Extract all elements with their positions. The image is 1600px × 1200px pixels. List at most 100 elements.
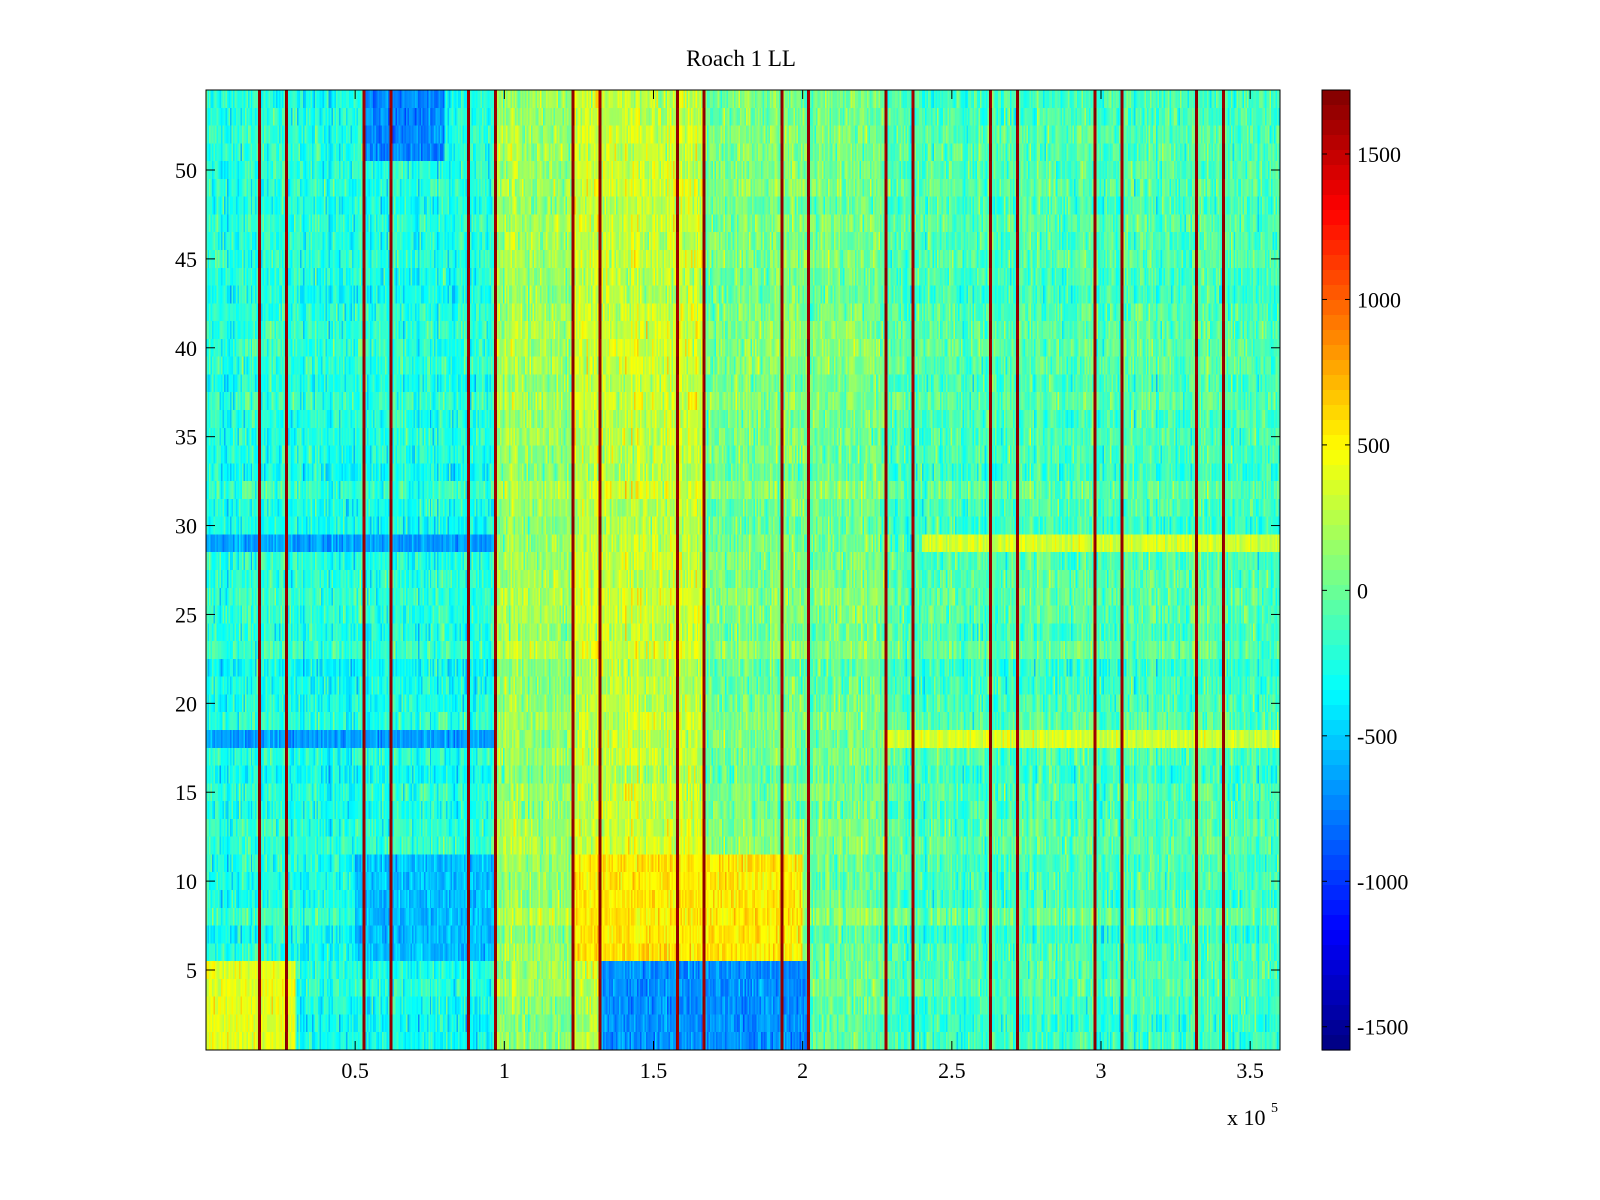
colorbar-swatch (1322, 690, 1350, 706)
colorbar-swatch (1322, 540, 1350, 556)
colorbar-tick-label: 1000 (1357, 287, 1401, 312)
colorbar-swatch (1322, 525, 1350, 541)
colorbar-swatch (1322, 450, 1350, 466)
colorbar-swatch (1322, 165, 1350, 181)
colorbar-swatch (1322, 930, 1350, 946)
colorbar-swatch (1322, 870, 1350, 886)
colorbar-tick-label: -500 (1357, 724, 1397, 749)
colorbar-swatch (1322, 345, 1350, 361)
plot-axes-frame (205, 89, 1281, 1051)
colorbar-swatch (1322, 555, 1350, 571)
colorbar-swatch (1322, 645, 1350, 661)
colorbar-swatch (1322, 120, 1350, 136)
y-tick-label: 25 (175, 602, 197, 627)
colorbar-swatch (1322, 225, 1350, 241)
colorbar-swatch (1322, 210, 1350, 226)
y-tick-label: 10 (175, 869, 197, 894)
colorbar-tick-label: 1500 (1357, 142, 1401, 167)
colorbar-swatch (1322, 615, 1350, 631)
colorbar-swatch (1322, 585, 1350, 601)
colorbar-swatch (1322, 105, 1350, 121)
y-tick-label: 40 (175, 336, 197, 361)
y-tick-label: 35 (175, 425, 197, 450)
colorbar-swatch (1322, 1020, 1350, 1036)
colorbar-swatch (1322, 420, 1350, 436)
colorbar-frame (1321, 89, 1351, 1051)
heatmap-cells (206, 90, 1280, 1050)
colorbar-swatch (1322, 810, 1350, 826)
colorbar-swatch (1322, 405, 1350, 421)
colorbar-swatch (1322, 780, 1350, 796)
colorbar-swatch (1322, 825, 1350, 841)
y-tick-label: 45 (175, 247, 197, 272)
colorbar-swatch (1322, 480, 1350, 496)
colorbar-swatch (1322, 900, 1350, 916)
colorbar-swatch (1322, 705, 1350, 721)
colorbar-swatch (1322, 150, 1350, 166)
colorbar-swatch (1322, 1035, 1350, 1051)
colorbar-swatch (1322, 630, 1350, 646)
colorbar-swatch (1322, 330, 1350, 346)
colorbar-swatch (1322, 945, 1350, 961)
colorbar-swatch (1322, 960, 1350, 976)
colorbar-swatch (1322, 795, 1350, 811)
colorbar-tick-label: -1000 (1357, 869, 1408, 894)
y-axis: 5 10 15 20 25 30 35 40 45 50 (175, 158, 1280, 983)
colorbar-swatch (1322, 180, 1350, 196)
colorbar-tick-label: 500 (1357, 433, 1390, 458)
colorbar-ticks: 1500 1000 500 0 -500 -1000 -1500 (1322, 142, 1408, 1040)
colorbar-swatch (1322, 720, 1350, 736)
colorbar-swatch (1322, 315, 1350, 331)
y-tick-label: 15 (175, 780, 197, 805)
colorbar-swatch (1322, 360, 1350, 376)
colorbar-swatch (1322, 675, 1350, 691)
y-tick-label: 50 (175, 158, 197, 183)
colorbar-swatch (1322, 1005, 1350, 1021)
colorbar-swatch (1322, 855, 1350, 871)
x-multiplier-base: x 10 (1227, 1105, 1266, 1130)
colorbar-tick-label: 0 (1357, 578, 1368, 603)
x-axis-multiplier: x 10 5 (1227, 1101, 1278, 1130)
colorbar-swatch (1322, 750, 1350, 766)
colorbar-swatch (1322, 990, 1350, 1006)
colorbar (1322, 90, 1350, 1051)
colorbar-swatch (1322, 465, 1350, 481)
x-tick-label: 2 (797, 1058, 808, 1083)
y-tick-label: 20 (175, 691, 197, 716)
colorbar-swatch (1322, 300, 1350, 316)
x-axis: 0.5 1 1.5 2 2.5 3 3.5 (341, 90, 1264, 1083)
colorbar-swatch (1322, 570, 1350, 586)
colorbar-swatch (1322, 255, 1350, 271)
colorbar-swatch (1322, 735, 1350, 751)
x-tick-label: 3.5 (1236, 1058, 1264, 1083)
colorbar-swatch (1322, 285, 1350, 301)
colorbar-swatch (1322, 660, 1350, 676)
y-tick-label: 30 (175, 514, 197, 539)
colorbar-swatch (1322, 90, 1350, 106)
chart-title: Roach 1 LL (686, 46, 796, 71)
colorbar-tick-label: -1500 (1357, 1015, 1408, 1040)
colorbar-swatch (1322, 195, 1350, 211)
x-tick-label: 1.5 (640, 1058, 668, 1083)
colorbar-swatch (1322, 600, 1350, 616)
colorbar-swatch (1322, 390, 1350, 406)
colorbar-swatch (1322, 240, 1350, 256)
colorbar-swatch (1322, 840, 1350, 856)
colorbar-swatch (1322, 435, 1350, 451)
colorbar-swatch (1322, 375, 1350, 391)
colorbar-swatch (1322, 270, 1350, 286)
x-tick-label: 0.5 (341, 1058, 369, 1083)
colorbar-swatch (1322, 885, 1350, 901)
colorbar-swatch (1322, 510, 1350, 526)
colorbar-swatch (1322, 765, 1350, 781)
heatmap-image (206, 90, 1280, 1050)
colorbar-swatch (1322, 495, 1350, 511)
x-multiplier-exponent: 5 (1271, 1101, 1278, 1116)
y-tick-label: 5 (186, 958, 197, 983)
x-tick-label: 1 (499, 1058, 510, 1083)
x-tick-label: 3 (1096, 1058, 1107, 1083)
colorbar-swatch (1322, 975, 1350, 991)
colorbar-swatch (1322, 135, 1350, 151)
colorbar-swatch (1322, 915, 1350, 931)
